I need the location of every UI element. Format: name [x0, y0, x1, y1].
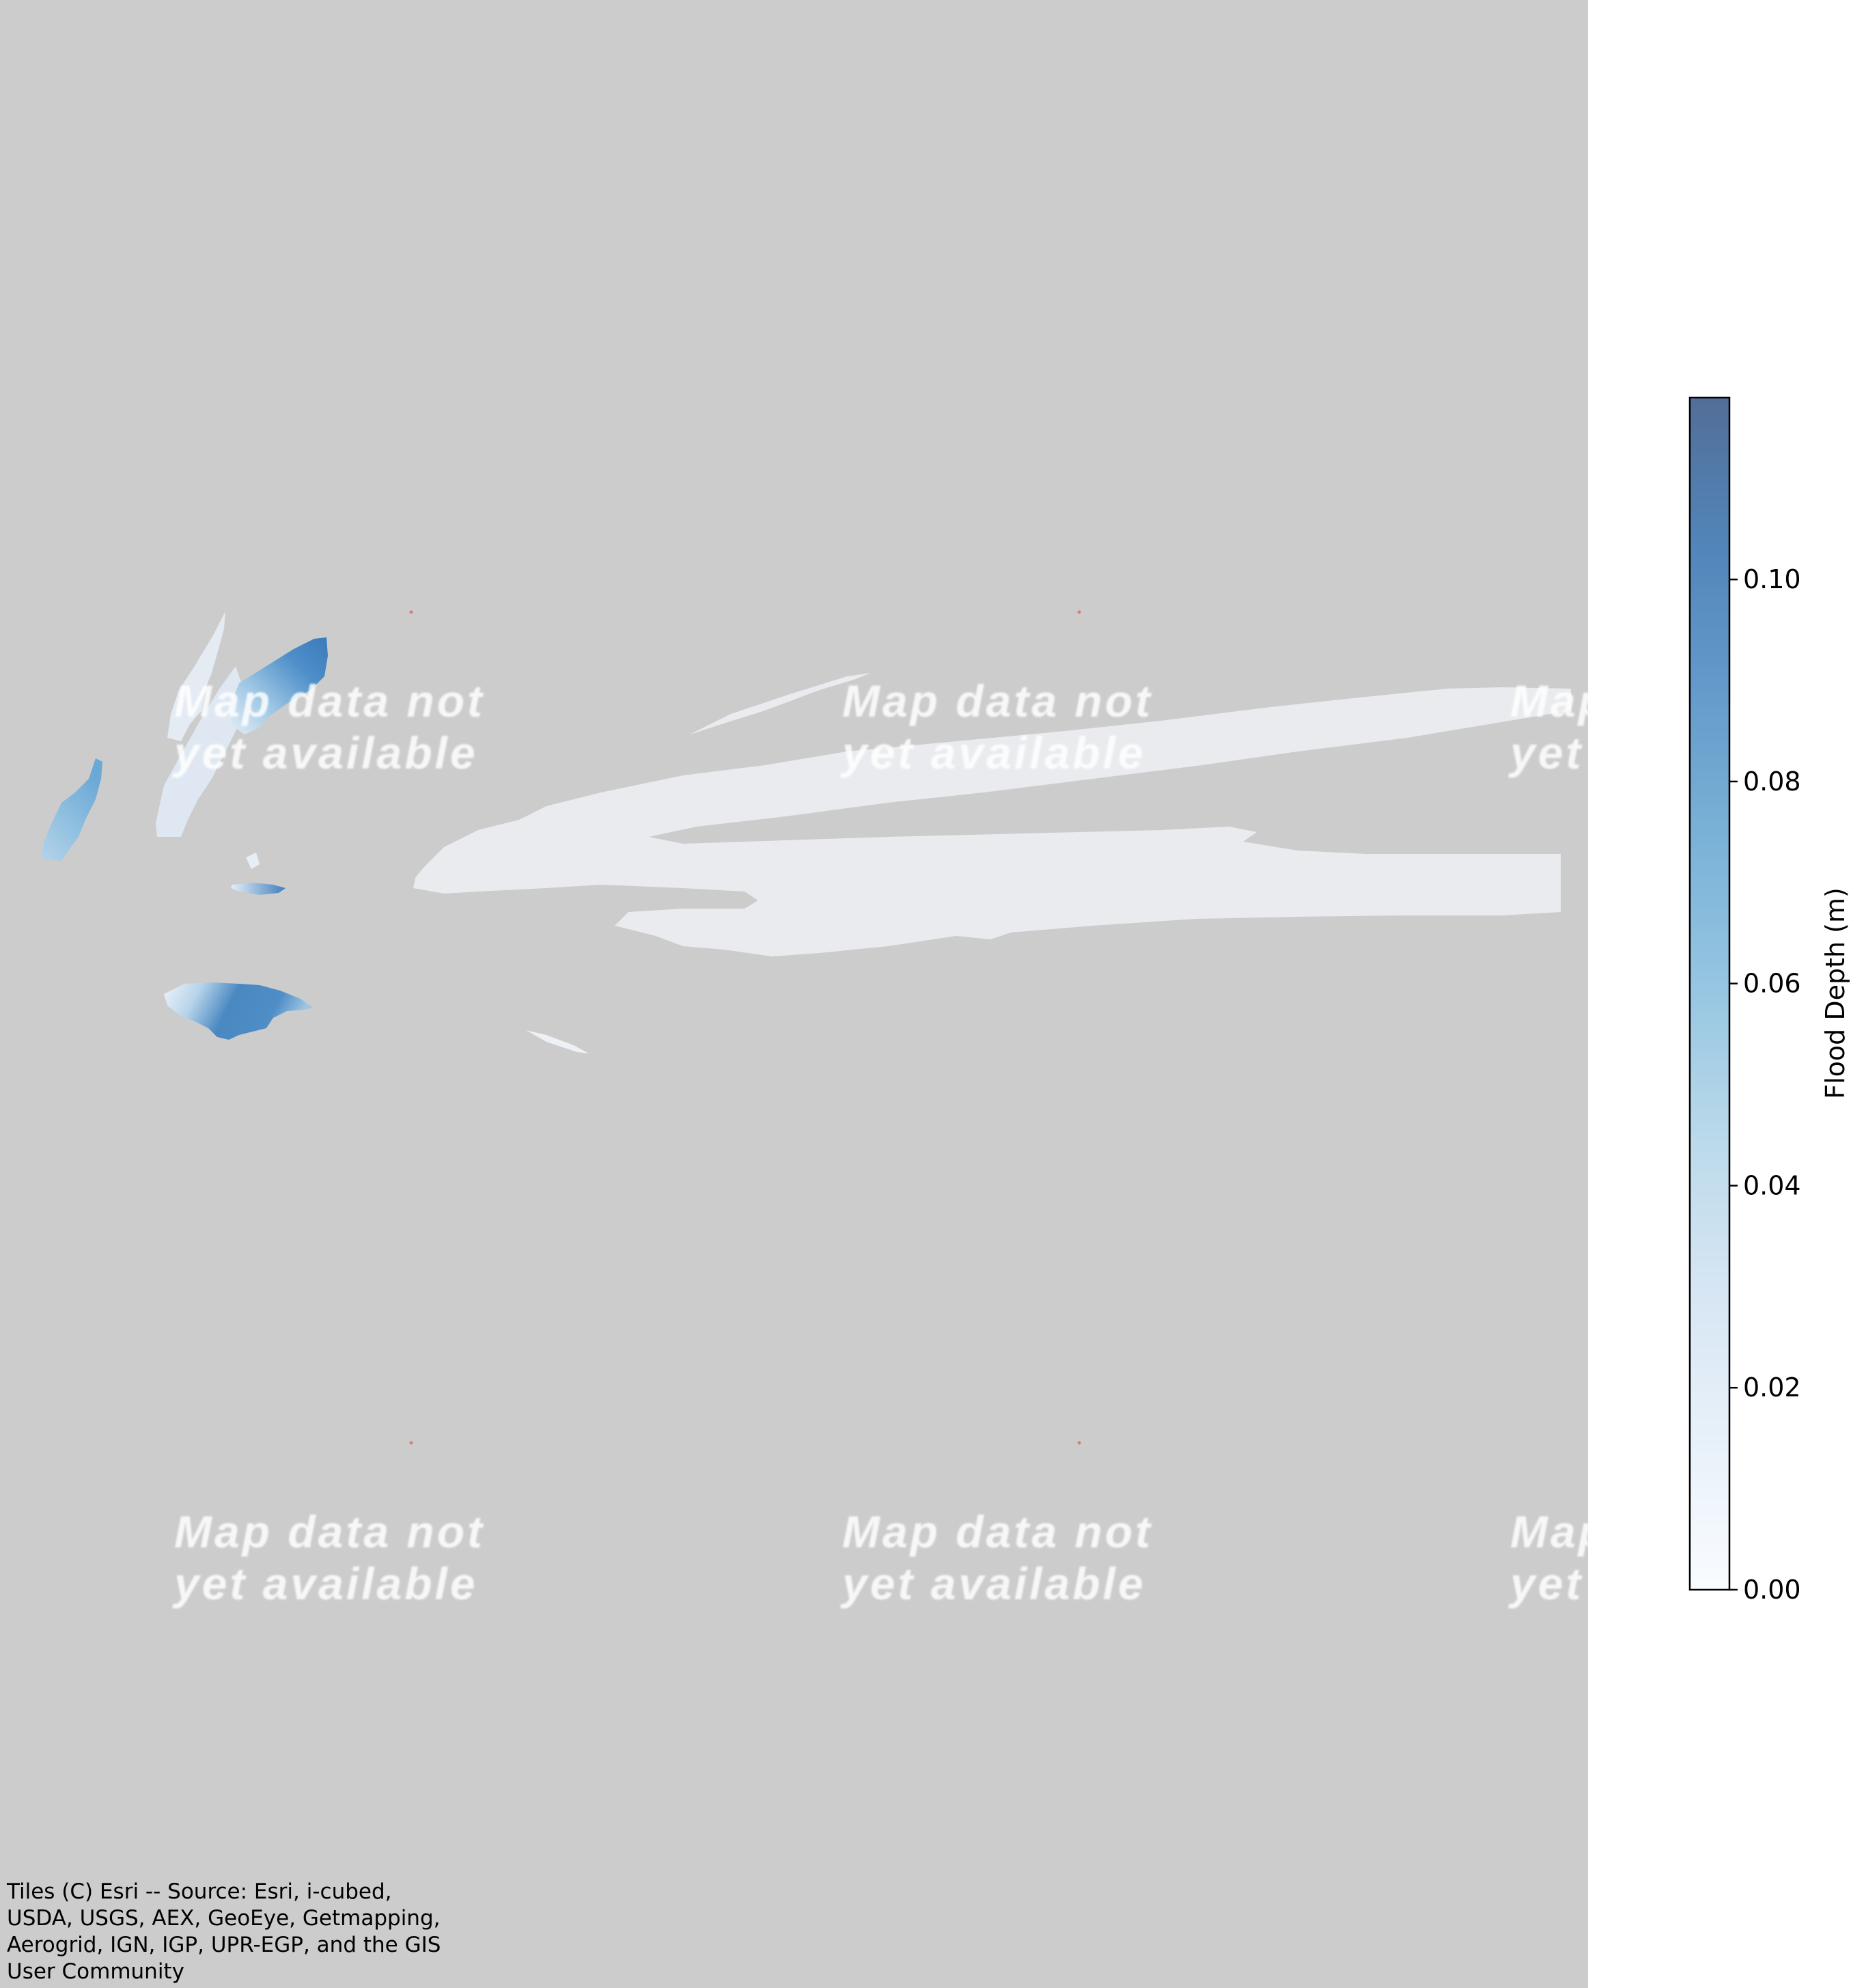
- tile-marker: [409, 1441, 413, 1445]
- basemap[interactable]: Map data not yet available Map data not ye…: [0, 0, 1588, 1988]
- flood-area-small-center: [231, 883, 286, 895]
- flood-area-north-streak: [690, 673, 871, 734]
- colorbar-tick-label: 0.02: [1743, 1372, 1801, 1403]
- flood-area-west-strip: [156, 666, 246, 837]
- tile-marker: [409, 610, 413, 614]
- colorbar-tick-label: 0.04: [1743, 1170, 1801, 1200]
- flood-area-northeast: [231, 637, 328, 734]
- flood-area-south: [164, 982, 313, 1040]
- flood-area-south-streak: [526, 1030, 589, 1053]
- colorbar-gradient: [1690, 398, 1729, 1590]
- colorbar-frame: [1688, 396, 1731, 1591]
- colorbar-tick-label: 0.06: [1743, 969, 1801, 999]
- tile-marker: [1077, 610, 1081, 614]
- flood-area-nw-strip: [167, 611, 225, 741]
- map-attribution: Tiles (C) Esri -- Source: Esri, i-cubed,…: [7, 1879, 441, 1984]
- colorbar-tick-label: 0.08: [1743, 767, 1801, 797]
- flood-area-small-center-2: [246, 853, 260, 869]
- flood-area-main-channel: [413, 687, 1571, 956]
- tile-marker: [1077, 1441, 1081, 1445]
- colorbar-tick-label: 0.10: [1743, 564, 1801, 594]
- colorbar-label: Flood Depth (m): [1820, 887, 1850, 1099]
- flood-overlay: [41, 610, 1571, 1445]
- colorbar-tick-label: 0.00: [1743, 1575, 1801, 1605]
- colorbar-ticks: 0.00 0.02 0.04 0.06 0.08 0.10: [1729, 564, 1801, 1605]
- flood-area-far-west: [41, 758, 102, 861]
